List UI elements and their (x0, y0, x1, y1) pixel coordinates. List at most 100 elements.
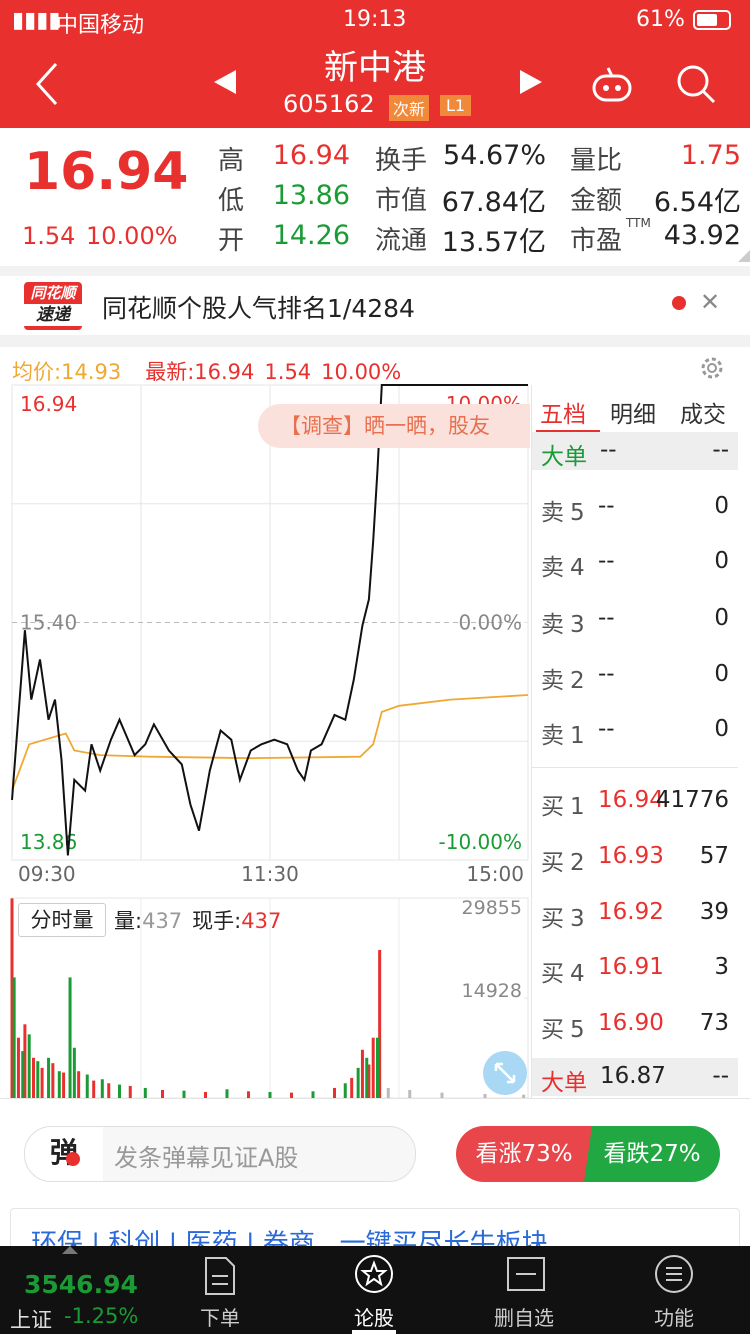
index-pct: -1.25% (64, 1304, 139, 1328)
row-volume: 57 (699, 843, 729, 869)
tab-underline (536, 430, 600, 433)
battery-level: 61% (636, 7, 685, 32)
row-label: 买2 (541, 850, 591, 876)
volume-bar (268, 1091, 272, 1098)
banner-logo: 同花顺 速递 (24, 282, 82, 330)
bear-button[interactable]: 看跌27% (584, 1126, 720, 1182)
volume-bar (143, 1087, 147, 1098)
volume-bar (77, 1071, 81, 1098)
expand-button[interactable] (482, 1050, 528, 1096)
volume-title[interactable]: 分时量 (18, 903, 106, 937)
stat-value: 14.26 (272, 220, 350, 251)
stat-label: 开 (218, 226, 245, 256)
hand-value: 437 (241, 909, 282, 933)
volume-bar (21, 1051, 25, 1098)
avg-label: 均价: (12, 360, 62, 384)
nav-tab[interactable]: 论股 (354, 1306, 394, 1330)
volume-bar (333, 1087, 336, 1098)
divider (0, 266, 750, 276)
stats-more (738, 246, 750, 262)
row-volume: 41776 (655, 787, 729, 813)
volume-bar (371, 1037, 375, 1098)
volume-bar (440, 1092, 444, 1098)
stat-value: 43.92 (663, 220, 741, 251)
volume-bar (225, 1089, 229, 1098)
stat-label: 市盈 (570, 226, 623, 256)
vol-value: 437 (142, 909, 183, 933)
row-volume: 0 (714, 661, 729, 687)
volume-bar (12, 977, 16, 1098)
avg-value: 14.93 (61, 360, 122, 384)
header: ▮▮▮▮ 中国移动 19:13 61% 新中港 605162 次新 L1 (0, 0, 750, 128)
stat-value: 13.57亿 (441, 227, 546, 258)
row-label: 买3 (541, 906, 591, 932)
nav-icon (507, 1257, 545, 1291)
volume-bar (10, 898, 14, 1098)
nav-tab[interactable]: 删自选 (494, 1306, 554, 1330)
y-tick-label: 15.40 (20, 611, 77, 635)
tag: L1 (440, 95, 472, 116)
settings-button[interactable] (698, 354, 726, 382)
volume-bar (386, 1087, 390, 1098)
prev-stock[interactable] (212, 68, 240, 96)
row-label: 买1 (541, 794, 591, 820)
stat-sup: TTM (626, 216, 651, 230)
volume-bar (204, 1091, 207, 1098)
banner-text[interactable]: 同花顺个股人气排名1/4284 (102, 294, 415, 323)
y-tick-label: 29855 (462, 897, 522, 919)
latest-value: 16.94 (194, 360, 255, 384)
divider (531, 385, 532, 1098)
volume-bar (47, 1057, 51, 1098)
volume-bar (360, 1049, 364, 1098)
comment-placeholder: 发条弹幕见证A股 (114, 1144, 299, 1172)
y-tick-label: 16.94 (20, 392, 77, 416)
robot-button[interactable] (590, 64, 634, 104)
tab[interactable]: 明细 (610, 402, 656, 428)
volume-bar (23, 1024, 27, 1098)
row-price: -- (598, 661, 615, 687)
close-button[interactable]: ✕ (700, 288, 721, 316)
stat-label: 高 (218, 146, 245, 176)
divider (532, 767, 738, 768)
y2-tick-label: 0.00% (458, 611, 522, 635)
latest-label: 最新: (145, 360, 195, 384)
danmaku-button[interactable]: 弹 (25, 1127, 103, 1181)
tab[interactable]: 五档 (540, 402, 586, 428)
volume-bar (57, 1071, 61, 1098)
volume-bar (290, 1092, 293, 1098)
bull-button[interactable]: 看涨73% (456, 1126, 592, 1182)
stat-label: 市值 (375, 186, 428, 216)
volume-bar (408, 1089, 412, 1098)
nav-icon (355, 1255, 393, 1293)
volume-bar (483, 1093, 487, 1098)
volume-bar (68, 977, 72, 1098)
back-button[interactable] (30, 60, 66, 108)
volume-bar (36, 1061, 40, 1098)
volume-bar (182, 1090, 186, 1098)
row-label: 卖4 (541, 555, 591, 581)
row-label: 买4 (541, 961, 591, 987)
row-volume: 3 (714, 954, 729, 980)
row-volume: 0 (714, 716, 729, 742)
row-label: 买5 (541, 1017, 591, 1043)
tab[interactable]: 成交 (680, 402, 726, 428)
nav-tab[interactable]: 功能 (654, 1306, 694, 1330)
battery-icon (693, 10, 731, 30)
x-tick-label: 11:30 (241, 862, 299, 886)
search-button[interactable] (674, 62, 718, 106)
y2-tick-label: -10.00% (439, 830, 522, 854)
volume-bar (128, 1085, 132, 1098)
survey-overlay[interactable]: 【调查】晒一晒，股友 (258, 404, 530, 448)
row-volume: 0 (714, 493, 729, 519)
stat-label: 量比 (570, 146, 623, 176)
price: 16.94 (24, 142, 189, 202)
volume-bar (356, 1067, 360, 1098)
next-stock[interactable] (516, 68, 544, 96)
index-value[interactable]: 3546.94 (24, 1270, 138, 1299)
volume-legend: 量:437 现手:437 (114, 905, 281, 935)
nav-tab[interactable]: 下单 (200, 1306, 240, 1330)
y-tick-label: 14928 (462, 980, 522, 1002)
row-label: 卖3 (541, 612, 591, 638)
volume-bar (311, 1091, 315, 1098)
row-label: 卖2 (541, 668, 591, 694)
